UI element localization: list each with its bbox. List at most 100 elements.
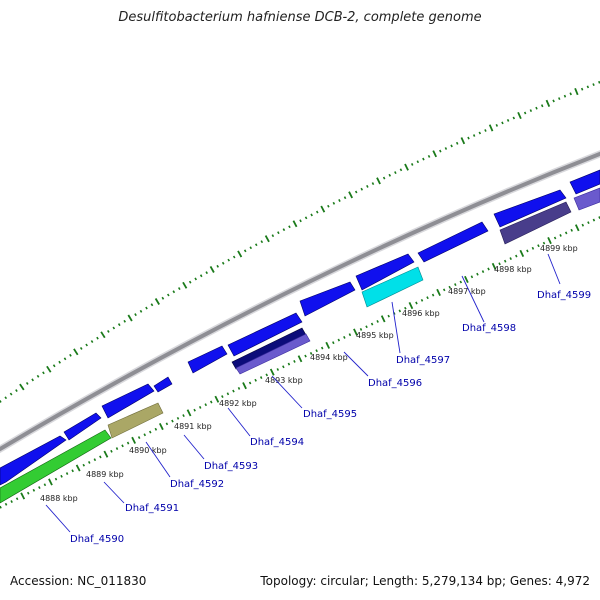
- gene-label[interactable]: Dhaf_4590: [70, 534, 124, 545]
- minor-tick: [259, 376, 263, 380]
- reverse-strand-genes: [0, 187, 600, 504]
- minor-tick: [99, 455, 102, 459]
- major-tick: [46, 365, 52, 373]
- minor-tick: [415, 301, 418, 305]
- minor-tick: [4, 502, 8, 506]
- minor-tick: [107, 329, 110, 333]
- minor-tick: [304, 216, 308, 220]
- major-tick: [547, 237, 552, 245]
- major-tick: [380, 315, 386, 323]
- minor-tick: [592, 218, 596, 222]
- minor-tick: [394, 171, 397, 175]
- major-tick: [269, 368, 275, 376]
- major-tick: [186, 409, 192, 417]
- minor-tick: [194, 277, 197, 281]
- leader-line: [461, 275, 485, 323]
- gene-label[interactable]: Dhaf_4596: [368, 378, 422, 389]
- minor-tick: [216, 264, 219, 268]
- major-tick: [519, 249, 525, 257]
- gene-forward-11[interactable]: [569, 169, 600, 195]
- gene-reverse-slate[interactable]: [235, 333, 311, 375]
- minor-tick: [552, 99, 555, 103]
- minor-tick: [569, 92, 572, 96]
- gene-label[interactable]: Dhaf_4595: [303, 409, 357, 420]
- minor-tick: [172, 290, 176, 294]
- gene-label[interactable]: Dhaf_4593: [204, 461, 258, 472]
- leader-line: [145, 441, 171, 478]
- major-tick: [325, 341, 331, 349]
- minor-tick: [90, 340, 94, 344]
- gene-label[interactable]: Dhaf_4592: [170, 479, 224, 490]
- minor-tick: [472, 134, 476, 137]
- kbp-label: 4891 kbp: [174, 422, 212, 431]
- minor-tick: [359, 327, 363, 331]
- major-tick: [209, 265, 215, 273]
- minor-tick: [299, 219, 302, 223]
- minor-tick: [254, 243, 258, 247]
- minor-tick: [376, 320, 379, 323]
- minor-tick: [382, 176, 386, 180]
- major-tick: [436, 288, 441, 296]
- major-tick: [292, 220, 298, 228]
- minor-tick: [93, 458, 97, 462]
- minor-tick: [506, 118, 510, 122]
- gene-reverse-khaki[interactable]: [107, 402, 164, 439]
- minor-tick: [198, 405, 202, 409]
- gene-forward-9[interactable]: [417, 221, 489, 263]
- gene-reverse-cyan[interactable]: [361, 266, 424, 308]
- gene-label[interactable]: Dhaf_4594: [250, 437, 304, 448]
- minor-tick: [150, 303, 154, 307]
- minor-tick: [82, 463, 86, 467]
- minor-tick: [69, 353, 72, 357]
- major-tick: [404, 163, 409, 171]
- gene-reverse-slate-2[interactable]: [573, 187, 600, 211]
- gene-forward-4[interactable]: [153, 376, 173, 393]
- gene-label[interactable]: Dhaf_4599: [537, 290, 591, 301]
- minor-tick: [592, 83, 595, 87]
- minor-tick: [110, 449, 113, 453]
- minor-tick: [171, 419, 174, 423]
- gene-label[interactable]: Dhaf_4597: [396, 355, 450, 366]
- major-tick: [297, 355, 303, 363]
- gene-forward-2[interactable]: [63, 412, 102, 441]
- gene-forward-7[interactable]: [299, 281, 356, 317]
- major-tick: [19, 383, 25, 391]
- minor-tick: [117, 323, 121, 327]
- minor-tick: [9, 392, 13, 396]
- minor-tick: [455, 141, 459, 145]
- gene-forward-10[interactable]: [493, 189, 567, 228]
- kbp-label: 4893 kbp: [265, 376, 303, 385]
- major-tick: [103, 450, 109, 458]
- minor-tick: [420, 298, 424, 302]
- minor-tick: [79, 346, 83, 350]
- gene-forward-8[interactable]: [355, 253, 415, 291]
- minor-tick: [188, 280, 192, 284]
- gene-forward-1[interactable]: [0, 435, 67, 486]
- minor-tick: [115, 447, 119, 451]
- kbp-label: 4889 kbp: [86, 470, 124, 479]
- minor-tick: [470, 275, 474, 279]
- minor-tick: [58, 360, 61, 364]
- gene-label[interactable]: Dhaf_4598: [462, 323, 516, 334]
- minor-tick: [399, 168, 403, 172]
- major-tick: [127, 314, 133, 322]
- gene-reverse-darkslate-1[interactable]: [499, 201, 572, 245]
- minor-tick: [42, 371, 45, 375]
- major-tick: [432, 150, 438, 158]
- major-tick: [320, 205, 326, 213]
- minor-tick: [503, 259, 507, 263]
- minor-tick: [304, 354, 307, 358]
- gene-forward-6[interactable]: [227, 312, 303, 357]
- minor-tick: [444, 147, 448, 150]
- accession-text: Accession: NC_011830: [10, 574, 147, 588]
- minor-tick: [581, 223, 585, 227]
- major-tick: [73, 348, 79, 356]
- minor-tick: [587, 221, 590, 225]
- outer-tick-ring: [0, 80, 600, 403]
- gene-forward-5[interactable]: [187, 345, 228, 374]
- gene-forward-3[interactable]: [101, 383, 155, 419]
- minor-tick: [553, 236, 557, 240]
- minor-tick: [498, 262, 501, 266]
- gene-reverse-green[interactable]: [0, 429, 112, 504]
- gene-label[interactable]: Dhaf_4591: [125, 503, 179, 514]
